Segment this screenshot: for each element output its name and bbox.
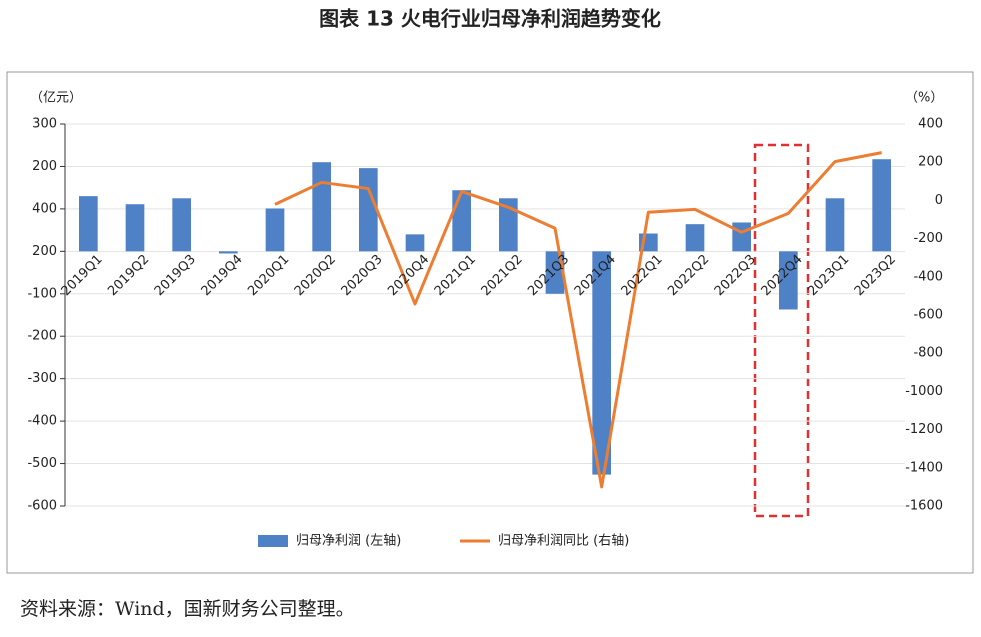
x-tick-label: 2022Q3 <box>712 252 759 299</box>
y-tick-label: -100 <box>27 286 57 301</box>
bar <box>779 251 798 310</box>
x-tick-label: 2019Q1 <box>59 252 106 299</box>
bar <box>172 198 191 252</box>
x-tick-label: 2020Q3 <box>339 252 386 299</box>
bar <box>499 198 518 252</box>
bar <box>825 198 845 252</box>
y2-tick-label: -400 <box>913 269 943 284</box>
x-tick-label: 2020Q1 <box>245 252 292 299</box>
x-tick-label: 2023Q1 <box>805 252 852 299</box>
bar <box>125 204 145 252</box>
source-note: 资料来源：Wind，国新财务公司整理。 <box>20 598 355 620</box>
bar <box>592 251 611 475</box>
y-tick-label: -600 <box>27 499 57 514</box>
x-tick-label: 2019Q3 <box>152 252 199 299</box>
x-tick-label: 2019Q2 <box>105 252 152 299</box>
y-tick-label: 400 <box>32 201 57 216</box>
legend-swatch <box>258 535 288 547</box>
bar <box>359 168 378 252</box>
y2-axis-label: （%） <box>905 91 943 106</box>
bar <box>312 162 331 252</box>
highlight-box <box>753 143 810 518</box>
line <box>274 151 882 489</box>
y2-tick-label: -1200 <box>905 422 943 437</box>
y-tick-label: -200 <box>27 329 57 344</box>
y2-tick-label: -1000 <box>905 384 943 399</box>
y2-tick-label: -200 <box>913 231 943 246</box>
y2-tick-label: -1400 <box>905 460 943 475</box>
bar <box>219 251 238 254</box>
bar <box>79 196 98 252</box>
y2-tick-label: -1600 <box>905 499 943 514</box>
y2-tick-label: 400 <box>918 117 943 132</box>
x-tick-label: 2021Q1 <box>432 252 479 299</box>
bar <box>452 190 471 252</box>
x-tick-label: 2019Q4 <box>199 252 246 299</box>
y-tick-label: 200 <box>32 244 57 259</box>
y-tick-label: -300 <box>27 371 57 386</box>
chart-title: 图表 13 火电行业归母净利润趋势变化 <box>319 7 661 31</box>
bar <box>872 159 891 252</box>
bar <box>405 234 425 252</box>
frame <box>6 71 974 574</box>
y-tick-label: 300 <box>32 117 57 132</box>
bar <box>732 222 751 252</box>
legend-label: 归母净利润同比 (右轴) <box>498 534 629 549</box>
y2-tick-label: 0 <box>935 193 943 208</box>
y2-tick-label: 200 <box>918 155 943 170</box>
x-tick-label: 2021Q2 <box>479 252 526 299</box>
legend-label: 归母净利润 (左轴) <box>296 534 401 549</box>
x-tick-label: 2023Q2 <box>852 252 899 299</box>
y2-tick-label: -600 <box>913 308 943 323</box>
y2-tick-label: -800 <box>913 346 943 361</box>
x-tick-label: 2020Q2 <box>292 252 339 299</box>
bar <box>265 208 285 252</box>
y-tick-label: -400 <box>27 414 57 429</box>
bar <box>685 224 705 252</box>
y-tick-label: -500 <box>27 456 57 471</box>
y-tick-label: 200 <box>32 159 57 174</box>
x-tick-label: 2022Q2 <box>665 252 712 299</box>
y-axis-label: （亿元） <box>30 91 82 106</box>
x-tick-label: 2022Q1 <box>619 252 666 299</box>
